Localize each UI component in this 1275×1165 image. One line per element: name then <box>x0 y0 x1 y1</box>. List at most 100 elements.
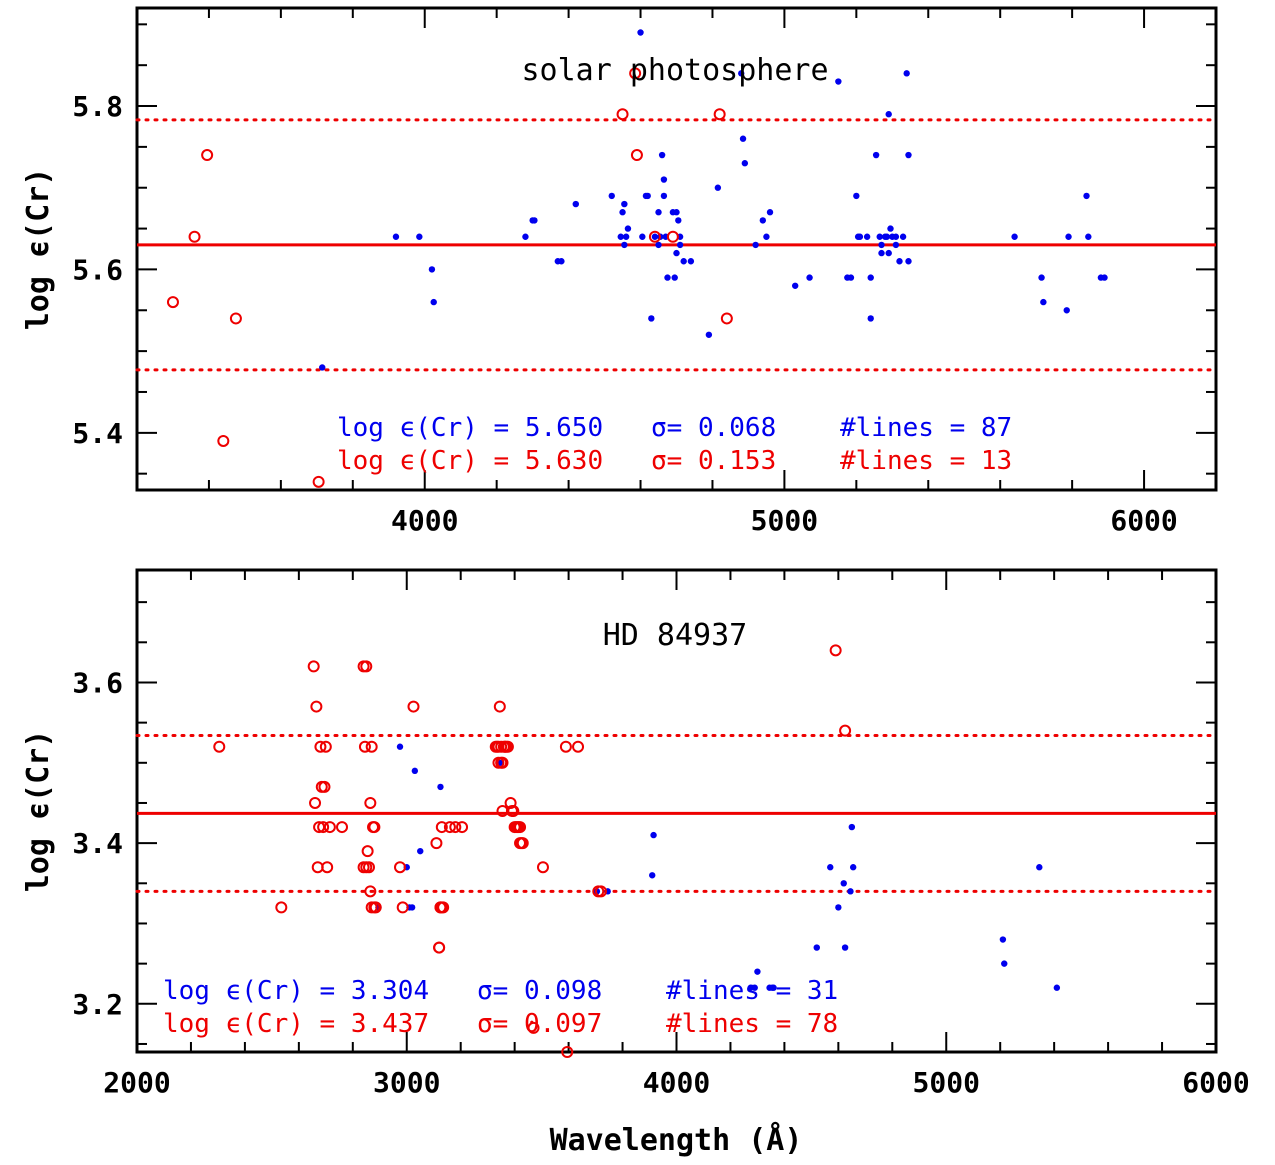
data-point-filled <box>655 241 662 249</box>
data-point-open <box>323 821 336 834</box>
data-point-filled <box>621 200 628 208</box>
data-point-open <box>317 821 330 834</box>
data-point-filled <box>676 241 684 249</box>
data-point-open <box>362 861 375 874</box>
data-point-filled <box>876 233 883 240</box>
y-tick-label: 3.4 <box>72 827 123 860</box>
data-point-open <box>318 780 331 793</box>
data-point-open <box>229 312 242 325</box>
data-point-open <box>319 740 332 753</box>
axis-tick-labels: 4000 5000 6000 5.4 5.6 5.8 <box>72 90 1177 537</box>
data-point-open <box>449 821 462 834</box>
data-point-filled <box>650 831 657 839</box>
data-point-filled <box>622 233 630 240</box>
data-point-open <box>514 821 527 834</box>
axis-ticks <box>136 570 1217 1052</box>
data-point-open <box>561 1046 574 1058</box>
data-point-open <box>357 861 370 874</box>
data-point-filled <box>673 209 680 216</box>
data-point-filled <box>903 70 910 77</box>
data-point-open <box>217 434 230 447</box>
data-point-filled <box>660 192 668 200</box>
data-point-open <box>493 700 506 713</box>
data-point-filled <box>905 151 912 159</box>
data-point-filled <box>1011 233 1018 240</box>
y-axis-label: log ϵ(Cr) <box>21 730 56 893</box>
blue-lines-label: #lines = 31 <box>666 976 838 1006</box>
data-point-open <box>594 885 607 898</box>
data-point-filled <box>649 872 656 879</box>
data-point-open <box>307 660 320 673</box>
red-sigma-label: σ= 0.153 <box>651 446 776 476</box>
data-point-filled <box>863 233 871 240</box>
data-point-filled <box>319 364 326 371</box>
data-point-filled <box>835 904 842 911</box>
data-point-filled <box>655 209 662 216</box>
data-point-open <box>713 108 726 121</box>
data-point-filled <box>392 233 400 240</box>
data-point-open <box>364 885 377 898</box>
data-point-open <box>365 740 378 753</box>
data-point-filled <box>1101 274 1108 281</box>
y-tick-label: 3.2 <box>72 988 123 1021</box>
data-point-filled <box>437 783 444 791</box>
data-points <box>166 29 1108 488</box>
data-point-filled <box>847 888 854 895</box>
data-point-filled <box>1083 192 1090 200</box>
data-point-filled <box>899 233 907 240</box>
data-point-open <box>358 740 371 753</box>
data-point-open <box>360 660 373 673</box>
x-tick-label: 6000 <box>1182 1066 1249 1099</box>
data-point-filled <box>680 258 687 265</box>
data-point-filled <box>1065 233 1072 240</box>
data-point-filled <box>892 233 900 240</box>
data-point-filled <box>1085 233 1092 240</box>
data-point-filled <box>841 944 849 951</box>
data-point-open <box>527 1021 540 1034</box>
data-point-filled <box>827 864 834 871</box>
data-point-filled <box>849 864 857 871</box>
red-lines-label: #lines = 78 <box>666 1009 838 1039</box>
x-tick-label: 5000 <box>751 504 818 537</box>
data-point-open <box>166 296 179 309</box>
data-point-open <box>368 821 381 834</box>
data-point-open <box>505 805 518 817</box>
data-point-open <box>496 756 509 769</box>
data-point-filled <box>531 217 538 224</box>
stats-annotations: log ϵ(Cr) = 3.304 σ= 0.098 #lines = 31 l… <box>163 976 838 1039</box>
data-point-open <box>396 901 409 914</box>
red-mean-label: log ϵ(Cr) = 5.630 <box>337 446 603 476</box>
data-point-open <box>839 724 852 737</box>
data-point-filled <box>644 192 651 200</box>
data-point-open <box>309 796 322 809</box>
data-point-filled <box>558 258 565 265</box>
y-tick-label: 5.4 <box>72 417 123 450</box>
data-point-filled <box>878 241 885 249</box>
data-point-filled <box>617 233 624 240</box>
data-point-filled <box>754 968 761 975</box>
data-point-open <box>495 740 508 753</box>
data-point-filled <box>428 266 436 273</box>
data-point-filled <box>705 331 713 338</box>
data-point-filled <box>872 151 880 159</box>
data-point-filled <box>885 111 892 118</box>
data-point-filled <box>741 160 749 167</box>
data-point-filled <box>664 274 671 281</box>
data-point-filled <box>878 249 885 257</box>
data-point-filled <box>791 282 799 289</box>
data-point-open <box>504 796 517 809</box>
red-sigma-label: σ= 0.097 <box>477 1009 602 1039</box>
data-point-filled <box>759 217 767 224</box>
data-point-open <box>394 861 407 874</box>
data-point-filled <box>671 274 678 281</box>
data-point-open <box>515 837 528 850</box>
data-point-filled <box>417 847 424 855</box>
x-tick-label: 6000 <box>1110 504 1177 537</box>
data-point-filled <box>892 241 900 249</box>
data-point-filled <box>673 249 680 257</box>
data-point-open <box>616 108 629 121</box>
data-point-filled <box>572 200 579 208</box>
data-point-open <box>369 901 382 914</box>
red-lines-label: #lines = 13 <box>840 446 1012 476</box>
